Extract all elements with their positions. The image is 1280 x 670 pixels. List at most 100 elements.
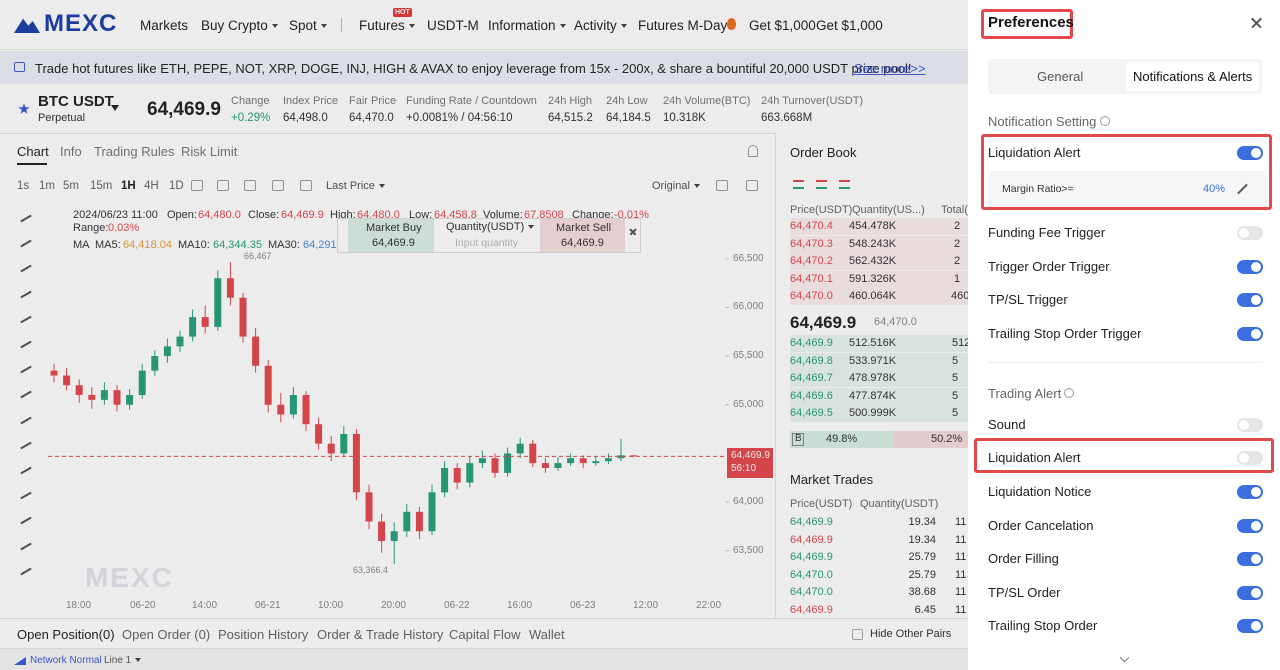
interval[interactable]: 15m [90,180,113,192]
interval[interactable]: 1H [121,180,136,192]
nav-item[interactable]: Information [488,18,566,33]
ask-cell: 64,470.3 [790,237,833,250]
setting-label[interactable]: Liquidation Notice [988,484,1092,499]
legend-text: MA [73,239,90,251]
bottom-tab[interactable]: Open Position(0) [17,627,115,642]
checkbox-label[interactable]: Hide Other Pairs [870,628,952,640]
chart-tab[interactable]: Trading Rules [94,144,175,159]
legend-text: MA10: [178,239,210,251]
nav-item[interactable]: Activity [574,18,627,33]
setting-label[interactable]: Order Filling [988,551,1059,566]
network-status: Network Normal [30,655,102,666]
symbol[interactable]: BTC USDT [38,93,114,110]
toggle[interactable] [1237,519,1263,533]
buy-button[interactable] [348,219,434,252]
interval[interactable]: 1D [169,180,184,192]
setting-label[interactable]: Order Cancelation [988,518,1094,533]
toggle[interactable] [1237,451,1263,465]
toggle[interactable] [1237,260,1263,274]
candle-body [441,468,449,493]
interval[interactable]: 1m [39,180,55,192]
nav-item[interactable]: USDT-M [427,18,479,33]
candle-body [214,278,222,327]
stat-value: 64,515.2 [548,112,593,124]
chart-tab[interactable]: Risk Limit [181,144,238,159]
bottom-tab[interactable]: Capital Flow [449,627,521,642]
interval[interactable]: 4H [144,180,159,192]
depth-icon [793,180,804,189]
bottom-tab[interactable]: Open Order (0) [122,627,211,642]
pref-tab[interactable]: General [1037,69,1084,84]
bell-icon[interactable] [748,145,758,157]
info-icon [1100,116,1110,126]
nav-item[interactable]: Futures M-Day [638,18,728,33]
legend-text: 64,344.35 [213,239,262,251]
setting-label[interactable]: Trailing Stop Order Trigger [988,326,1142,341]
nav-item[interactable]: Markets [140,18,189,33]
divider [988,362,1262,363]
toggle[interactable] [1237,226,1263,240]
tool-icon [272,180,284,191]
setting-label[interactable]: Sound [988,417,1026,432]
sell-button[interactable] [540,219,625,252]
candle-body [163,346,171,357]
sub-label: Margin Ratio>= [1002,183,1074,195]
ask-cell: 548.243K [849,237,897,250]
nav-item[interactable]: Buy Crypto [201,18,278,33]
trade-qty: 25.79 [908,568,936,581]
qty-input[interactable]: Input quantity [455,237,519,249]
nav-item[interactable]: Futures [359,18,415,33]
candle-body [504,453,512,473]
setting-label[interactable]: TP/SL Order [988,585,1061,600]
y-tick-label: 66,500 [733,252,764,264]
banner-link[interactable]: See more>> [854,61,926,76]
setting-label[interactable]: TP/SL Trigger [988,292,1068,307]
interval[interactable]: 5m [63,180,79,192]
candle-body [226,278,234,298]
toggle[interactable] [1237,418,1263,432]
nav-item[interactable]: Get $1,000 [749,18,816,33]
legend-text: Open: [167,209,197,221]
toggle[interactable] [1237,485,1263,499]
sell-price: 64,469.9 [561,237,604,249]
trade-qty: 19.34 [908,533,936,546]
legend-text: 0.03% [108,222,140,234]
toggle[interactable] [1237,293,1263,307]
setting-label[interactable]: Trailing Stop Order [988,618,1098,633]
x-tick-label: 16:00 [507,600,533,611]
trade-price: 64,469.9 [790,516,833,528]
bottom-tab[interactable]: Position History [218,627,309,642]
nav-item[interactable]: Get $1,000 [816,18,883,33]
bottom-tab[interactable]: Wallet [529,627,565,642]
setting-label[interactable]: Liquidation Alert [988,450,1081,465]
price-type[interactable]: Last Price [326,180,385,192]
chart-tab[interactable]: Chart [17,144,49,159]
trade-time: 11 [955,551,967,564]
chart-tab[interactable]: Info [60,144,82,159]
toggle[interactable] [1237,552,1263,566]
pref-tab[interactable]: Notifications & Alerts [1133,69,1253,84]
toggle-knob [1251,487,1261,497]
candle-body [415,511,423,532]
megaphone-icon [14,62,25,72]
setting-label[interactable]: Trigger Order Trigger [988,259,1110,274]
candle-body [302,395,310,425]
view-mode[interactable]: Original [652,180,700,192]
candle-body [403,511,411,532]
ask-cell: 460 [951,290,970,303]
toggle[interactable] [1237,327,1263,341]
setting-label[interactable]: Liquidation Alert [988,145,1081,160]
setting-label[interactable]: Funding Fee Trigger [988,225,1106,240]
bid-cell: 64,469.5 [790,407,833,420]
trade-time: 11 [955,516,967,528]
toggle[interactable] [1237,619,1263,633]
interval[interactable]: 1s [17,180,30,192]
nav-item[interactable]: Spot [289,18,327,33]
checkbox[interactable] [852,629,863,640]
trade-time: 11 [955,533,967,546]
bottom-tab[interactable]: Order & Trade History [317,627,444,642]
bid-cell: 5 [952,407,959,420]
toggle[interactable] [1237,586,1263,600]
candle-body [277,404,285,415]
toggle[interactable] [1237,146,1263,160]
